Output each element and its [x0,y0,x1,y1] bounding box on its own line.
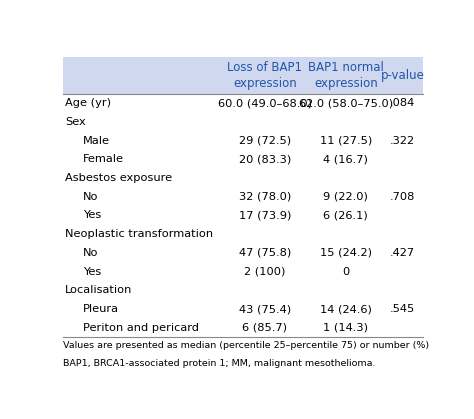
Text: 62.0 (58.0–75.0): 62.0 (58.0–75.0) [299,98,393,108]
Text: 17 (73.9): 17 (73.9) [239,210,291,220]
Text: Localisation: Localisation [65,285,132,295]
Text: Yes: Yes [83,210,101,220]
Text: 60.0 (49.0–68.0): 60.0 (49.0–68.0) [218,98,312,108]
Text: 9 (22.0): 9 (22.0) [323,192,368,202]
Text: 0: 0 [342,266,349,277]
Text: 11 (27.5): 11 (27.5) [319,136,372,146]
Text: .084: .084 [390,98,415,108]
Text: 43 (75.4): 43 (75.4) [239,304,291,314]
Text: Male: Male [83,136,110,146]
Text: 14 (24.6): 14 (24.6) [320,304,372,314]
Text: .322: .322 [390,136,415,146]
Text: .545: .545 [390,304,415,314]
Text: 29 (72.5): 29 (72.5) [239,136,291,146]
Text: 6 (26.1): 6 (26.1) [323,210,368,220]
Text: Age (yr): Age (yr) [65,98,111,108]
Text: 47 (75.8): 47 (75.8) [239,248,291,258]
Text: Neoplastic transformation: Neoplastic transformation [65,229,213,239]
Text: 32 (78.0): 32 (78.0) [239,192,291,202]
FancyBboxPatch shape [63,57,423,94]
Text: Periton and pericard: Periton and pericard [83,323,199,333]
Text: 20 (83.3): 20 (83.3) [239,154,291,164]
Text: No: No [83,248,99,258]
Text: Loss of BAP1
expression: Loss of BAP1 expression [228,61,302,90]
Text: BAP1 normal
expression: BAP1 normal expression [308,61,384,90]
Text: Yes: Yes [83,266,101,277]
Text: Values are presented as median (percentile 25–percentile 75) or number (%): Values are presented as median (percenti… [63,341,429,350]
Text: Female: Female [83,154,124,164]
Text: 6 (85.7): 6 (85.7) [243,323,287,333]
Text: p-value: p-value [381,69,425,82]
Text: Sex: Sex [65,117,85,127]
Text: 15 (24.2): 15 (24.2) [320,248,372,258]
Text: Asbestos exposure: Asbestos exposure [65,173,172,183]
Text: No: No [83,192,99,202]
Text: 4 (16.7): 4 (16.7) [323,154,368,164]
Text: BAP1, BRCA1-associated protein 1; MM, malignant mesothelioma.: BAP1, BRCA1-associated protein 1; MM, ma… [63,359,375,368]
Text: 1 (14.3): 1 (14.3) [323,323,368,333]
Text: 2 (100): 2 (100) [244,266,286,277]
Text: Pleura: Pleura [83,304,119,314]
Text: .708: .708 [390,192,415,202]
Text: .427: .427 [390,248,415,258]
